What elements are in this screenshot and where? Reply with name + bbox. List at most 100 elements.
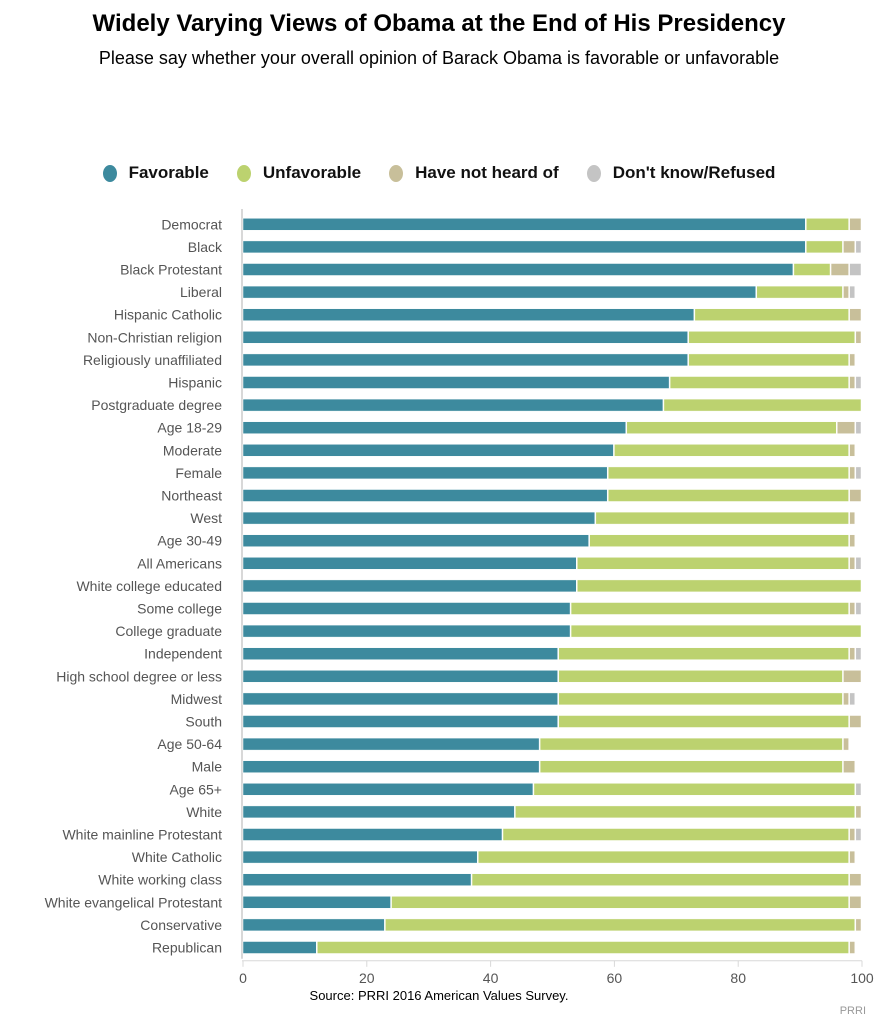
- bar-segment-favorable: [242, 624, 571, 638]
- bar-segment-favorable: [242, 489, 608, 502]
- category-label: Republican: [152, 940, 222, 956]
- bar-segment-have-not-heard-of: [843, 240, 856, 254]
- chart-subtitle: Please say whether your overall opinion …: [98, 48, 780, 68]
- bar-segment-don-t-know-refused: [855, 421, 862, 434]
- bar-segment-favorable: [242, 715, 558, 728]
- chart-title: Widely Varying Views of Obama at the End…: [92, 10, 786, 37]
- legend-swatch-unfavorable: [236, 164, 251, 182]
- legend-item-have-not-heard: Have not heard of: [389, 163, 559, 183]
- category-label: Moderate: [163, 442, 222, 458]
- bar-segment-favorable: [242, 805, 515, 819]
- bar-segment-don-t-know-refused: [855, 647, 862, 660]
- bar-segment-unfavorable: [589, 534, 849, 547]
- category-label: Age 18-29: [157, 420, 222, 436]
- category-label: Black: [188, 239, 223, 255]
- bar-segment-unfavorable: [614, 444, 849, 457]
- category-label: Age 50-64: [157, 736, 222, 752]
- legend: Favorable Unfavorable Have not heard of …: [0, 163, 878, 183]
- bar-segment-favorable: [242, 421, 627, 434]
- bar-segment-have-not-heard-of: [849, 308, 862, 321]
- bar-segment-have-not-heard-of: [843, 692, 849, 706]
- bar-segment-unfavorable: [558, 647, 849, 660]
- bar-segment-favorable: [242, 398, 664, 412]
- category-label: White: [186, 804, 222, 820]
- category-label: Female: [175, 465, 222, 481]
- bar-segment-favorable: [242, 873, 472, 886]
- bar-segment-have-not-heard-of: [849, 557, 856, 570]
- bar-segment-favorable: [242, 760, 540, 773]
- bar-segment-unfavorable: [626, 421, 837, 434]
- legend-label: Unfavorable: [262, 163, 362, 182]
- bar-segment-unfavorable: [471, 873, 849, 886]
- bar-segment-favorable: [242, 918, 385, 932]
- legend-label: Have not heard of: [415, 163, 559, 182]
- bar-segment-unfavorable: [477, 850, 849, 864]
- x-tick-label: 80: [730, 970, 746, 986]
- bar-segment-favorable: [242, 218, 806, 231]
- bar-segment-favorable: [242, 850, 478, 864]
- bar-segment-don-t-know-refused: [855, 466, 862, 480]
- bar-segment-favorable: [242, 737, 540, 751]
- legend-swatch-favorable: [102, 164, 117, 182]
- bar-segment-unfavorable: [793, 263, 831, 276]
- bar-segment-unfavorable: [558, 692, 843, 706]
- bar-segment-favorable: [242, 828, 503, 841]
- bar-segment-unfavorable: [688, 331, 856, 344]
- category-label: Age 30-49: [157, 533, 222, 549]
- legend-item-unfavorable: Unfavorable: [236, 163, 362, 183]
- category-label: West: [190, 510, 222, 526]
- bar-segment-don-t-know-refused: [855, 376, 862, 389]
- bar-segment-have-not-heard-of: [849, 873, 862, 886]
- bar-segment-favorable: [242, 534, 589, 547]
- bar-segment-unfavorable: [806, 240, 843, 254]
- category-label: White mainline Protestant: [62, 827, 222, 843]
- bar-segment-favorable: [242, 240, 806, 254]
- bar-segment-unfavorable: [515, 805, 856, 819]
- bar-segment-favorable: [242, 353, 688, 367]
- bar-segment-unfavorable: [694, 308, 849, 321]
- legend-swatch-have-not-heard: [389, 164, 404, 182]
- x-tick-label: 60: [607, 970, 623, 986]
- bar-segment-favorable: [242, 941, 317, 954]
- category-label: Conservative: [140, 917, 222, 933]
- category-label: High school degree or less: [56, 668, 222, 684]
- bar-segment-have-not-heard-of: [849, 941, 856, 954]
- bar-segment-have-not-heard-of: [849, 850, 856, 864]
- bar-segment-favorable: [242, 692, 558, 706]
- bar-segment-favorable: [242, 376, 670, 389]
- category-label: White working class: [98, 872, 222, 888]
- bar-segment-have-not-heard-of: [849, 534, 856, 547]
- category-label: Democrat: [161, 216, 222, 232]
- bar-segment-don-t-know-refused: [855, 240, 862, 254]
- bar-segment-unfavorable: [570, 602, 849, 615]
- category-label: Postgraduate degree: [91, 397, 222, 413]
- bar-segment-have-not-heard-of: [849, 218, 862, 231]
- bar-segment-favorable: [242, 647, 558, 660]
- bar-segment-favorable: [242, 579, 577, 593]
- category-label: Religiously unaffiliated: [83, 352, 222, 368]
- bar-segment-don-t-know-refused: [849, 263, 862, 276]
- bar-segment-have-not-heard-of: [843, 670, 862, 683]
- bar-segment-have-not-heard-of: [836, 421, 856, 434]
- category-label: College graduate: [115, 623, 222, 639]
- legend-swatch-dont-know: [586, 164, 601, 182]
- category-label: Midwest: [171, 691, 222, 707]
- bar-segment-unfavorable: [577, 579, 862, 593]
- bar-segment-have-not-heard-of: [855, 805, 862, 819]
- bar-segment-unfavorable: [595, 511, 849, 525]
- bar-segment-unfavorable: [558, 715, 849, 728]
- bar-segment-unfavorable: [533, 783, 856, 796]
- bar-segment-have-not-heard-of: [849, 353, 856, 367]
- bar-segment-favorable: [242, 466, 608, 480]
- bar-segment-unfavorable: [570, 624, 862, 638]
- bar-segment-have-not-heard-of: [849, 715, 862, 728]
- bar-segment-have-not-heard-of: [849, 466, 856, 480]
- bar-segment-don-t-know-refused: [849, 692, 856, 706]
- bar-segment-favorable: [242, 511, 596, 525]
- bar-segment-don-t-know-refused: [855, 557, 862, 570]
- bar-segment-favorable: [242, 444, 614, 457]
- bar-segment-unfavorable: [385, 918, 856, 932]
- bar-segment-have-not-heard-of: [843, 285, 849, 299]
- category-label: Hispanic: [168, 375, 222, 391]
